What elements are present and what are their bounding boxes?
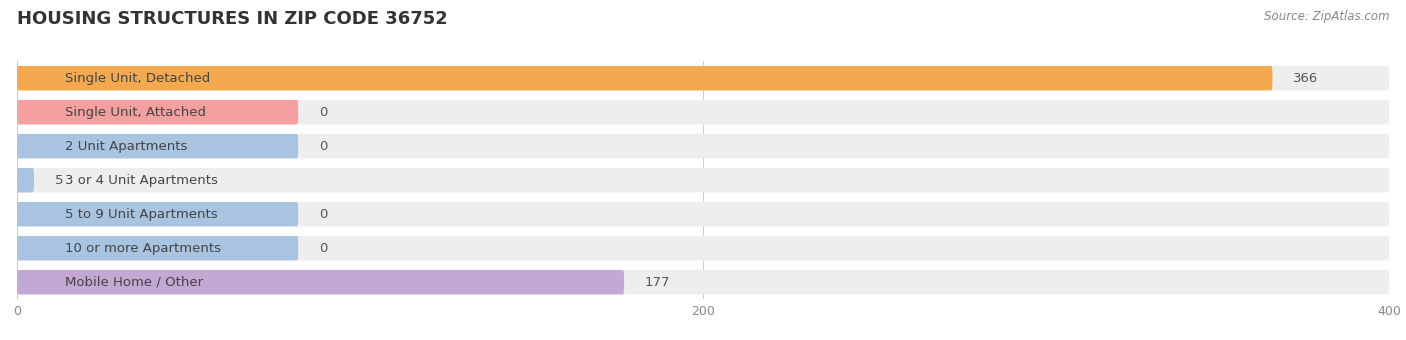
FancyBboxPatch shape xyxy=(17,100,298,124)
Text: Mobile Home / Other: Mobile Home / Other xyxy=(65,276,202,289)
Text: 0: 0 xyxy=(319,106,328,119)
FancyBboxPatch shape xyxy=(17,134,298,158)
FancyBboxPatch shape xyxy=(17,168,1389,192)
Text: Single Unit, Attached: Single Unit, Attached xyxy=(65,106,205,119)
FancyBboxPatch shape xyxy=(17,202,1389,226)
FancyBboxPatch shape xyxy=(17,66,1272,90)
Text: 3 or 4 Unit Apartments: 3 or 4 Unit Apartments xyxy=(65,174,218,187)
Text: 0: 0 xyxy=(319,140,328,153)
FancyBboxPatch shape xyxy=(17,236,298,260)
Text: HOUSING STRUCTURES IN ZIP CODE 36752: HOUSING STRUCTURES IN ZIP CODE 36752 xyxy=(17,10,447,28)
Text: Single Unit, Detached: Single Unit, Detached xyxy=(65,72,209,85)
Text: 366: 366 xyxy=(1294,72,1319,85)
FancyBboxPatch shape xyxy=(17,168,34,192)
Text: 0: 0 xyxy=(319,208,328,221)
FancyBboxPatch shape xyxy=(17,270,624,294)
Text: Source: ZipAtlas.com: Source: ZipAtlas.com xyxy=(1264,10,1389,23)
FancyBboxPatch shape xyxy=(17,66,1389,90)
Text: 5: 5 xyxy=(55,174,63,187)
Text: 0: 0 xyxy=(319,242,328,255)
FancyBboxPatch shape xyxy=(17,236,1389,260)
Text: 5 to 9 Unit Apartments: 5 to 9 Unit Apartments xyxy=(65,208,218,221)
FancyBboxPatch shape xyxy=(17,270,1389,294)
FancyBboxPatch shape xyxy=(17,100,1389,124)
Text: 177: 177 xyxy=(645,276,671,289)
Text: 10 or more Apartments: 10 or more Apartments xyxy=(65,242,221,255)
FancyBboxPatch shape xyxy=(17,134,1389,158)
FancyBboxPatch shape xyxy=(17,202,298,226)
Text: 2 Unit Apartments: 2 Unit Apartments xyxy=(65,140,187,153)
